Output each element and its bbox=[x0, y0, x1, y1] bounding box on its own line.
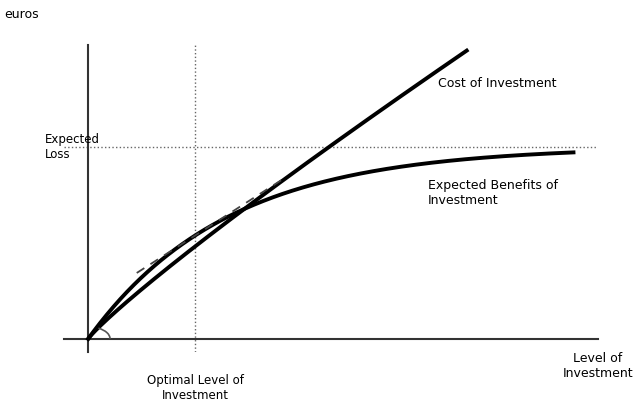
Text: Cost of Investment: Cost of Investment bbox=[438, 77, 556, 90]
Text: Expected Benefits of
Investment: Expected Benefits of Investment bbox=[428, 179, 558, 207]
Text: Optimal Level of
Investment: Optimal Level of Investment bbox=[147, 373, 243, 402]
Text: euros: euros bbox=[4, 8, 38, 20]
Text: Level of
Investment: Level of Investment bbox=[563, 352, 633, 380]
Text: Expected
Loss: Expected Loss bbox=[45, 133, 100, 161]
